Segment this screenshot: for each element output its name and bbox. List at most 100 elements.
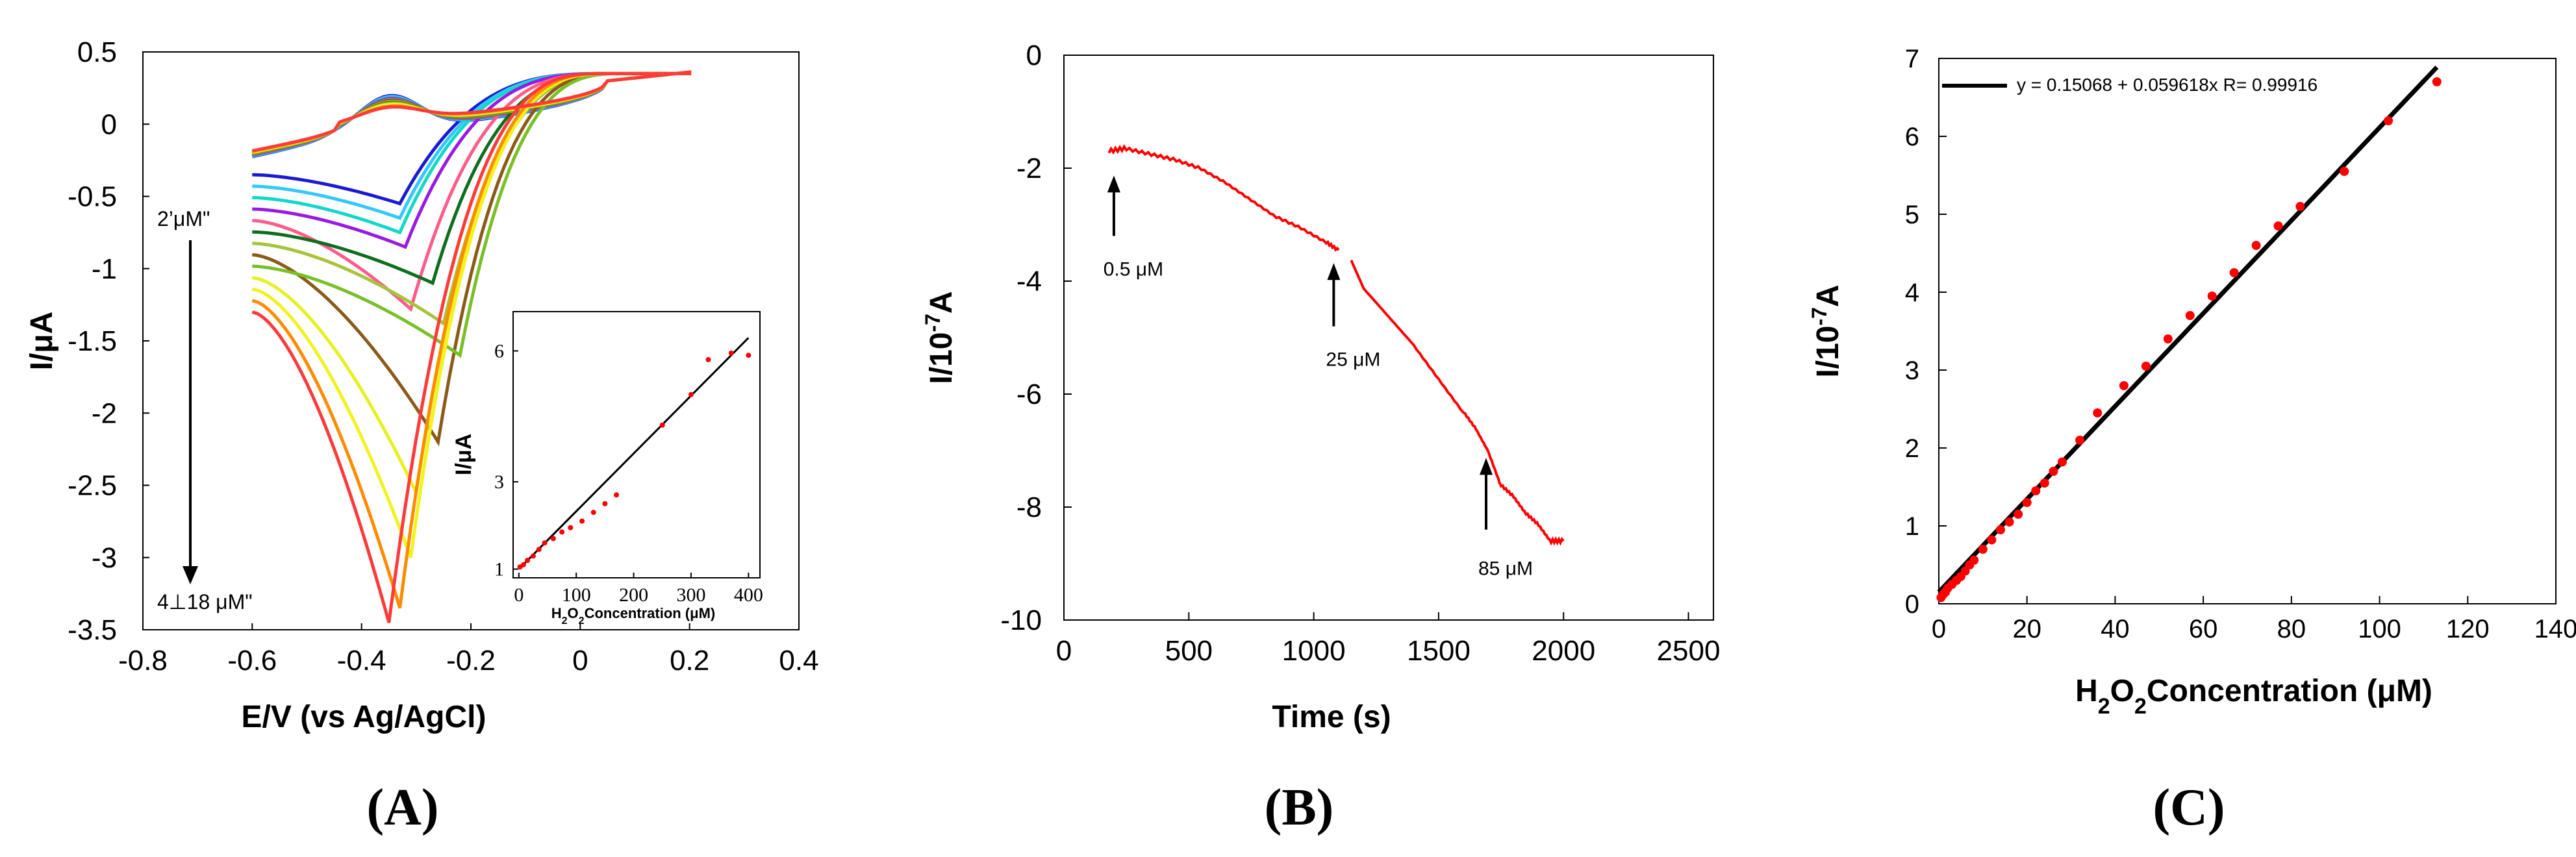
inset-data-point (568, 525, 574, 530)
panel-a-ytick-label: -0.5 (68, 181, 117, 213)
panel-c-equation: y = 0.15068 + 0.059618x R= 0.99916 (2017, 75, 2317, 95)
panel-c-xtick-label: 0 (1932, 615, 1946, 643)
panel-c-data-point (2039, 478, 2049, 488)
panel-b-xtick-label: 2500 (1657, 635, 1721, 667)
panel-b-annotation-label: 85 μM (1478, 558, 1533, 579)
panel-c-data-point (2004, 517, 2014, 527)
panel-c-data-point (2185, 311, 2195, 320)
panel-c-data-point (2119, 381, 2128, 390)
panel-c-ytick-label: 3 (1905, 356, 1919, 385)
panel-c-data-point (1987, 535, 1997, 545)
panel-a-xtick-label: -0.2 (446, 645, 496, 677)
panel-a-cv-curve (251, 70, 692, 286)
panel-a-xtick-label: -0.6 (227, 645, 277, 677)
panel-c-ytick-label: 5 (1905, 201, 1919, 229)
panel-b-xtick-label: 1000 (1282, 635, 1346, 667)
panel-c-xlabel: H2O2Concentration (μM) (2075, 674, 2432, 719)
panel-b-label: (B) (1265, 779, 1334, 836)
panel-c-xtick-label: 120 (2446, 615, 2490, 643)
panel-c-data-point (2340, 167, 2349, 176)
panel-c-xtick-label: 100 (2358, 615, 2401, 643)
panel-c-data-point (2251, 241, 2261, 250)
inset-xtick-label: 100 (562, 584, 591, 606)
panel-c-ylabel: I/10-7A (1808, 284, 1845, 377)
panel-c-data-point (2141, 362, 2151, 371)
panel-a-ytick-label: -2 (92, 397, 117, 429)
inset-data-point (602, 501, 608, 506)
inset-data-point (559, 529, 565, 535)
inset-data-point (590, 510, 596, 515)
panel-a-ytick-label: -2.5 (68, 470, 117, 502)
inset-data-point (536, 547, 542, 553)
panel-a-annotation-bottom: 4⊥18 μM" (157, 590, 253, 614)
inset-xtick-label: 300 (676, 584, 705, 606)
panel-b-ylabel: I/10-7A (921, 291, 959, 384)
panel-c-data-point (2022, 498, 2032, 507)
panel-b-ytick-label: 0 (1026, 40, 1042, 71)
panel-b-xtick-label: 500 (1165, 635, 1213, 667)
panel-c-data-point (2163, 334, 2173, 343)
panel-c-xtick-label: 40 (2101, 615, 2130, 643)
panel-c-data-point (2229, 268, 2239, 277)
panel-b-frame (1063, 55, 1714, 621)
panel-a-arrowhead (183, 566, 198, 584)
panel-a-ytick-label: -1.5 (68, 325, 117, 357)
panel-a-ylabel: I/μA (25, 312, 59, 371)
panel-a-label: (A) (366, 779, 438, 836)
panel-c-ytick-label: 0 (1905, 590, 1919, 619)
panel-c-frame (1938, 58, 2557, 604)
panel-a-xtick-label: -0.8 (118, 645, 168, 677)
panel-b-arrowhead (1327, 263, 1341, 280)
panel-b-annotation-label: 25 μM (1326, 349, 1380, 371)
panel-a-ytick-label: 0 (101, 108, 117, 140)
inset-data-point (530, 553, 536, 559)
inset-data-point (705, 356, 711, 362)
panel-c-data-point (2049, 467, 2058, 476)
inset-xtick-label: 400 (734, 584, 763, 606)
inset-xtick-label: 200 (619, 584, 648, 606)
panel-c-data-point (2295, 202, 2305, 211)
inset-ytick-label: 6 (494, 340, 504, 362)
panel-c-data-point (2075, 436, 2085, 445)
panel-b-ytick-label: -2 (1017, 153, 1042, 184)
panel-a-xtick-label: 0.2 (670, 645, 709, 677)
panel-c-data-point (2014, 510, 2023, 519)
panel-b-arrowhead (1107, 175, 1120, 193)
panel-c-ytick-label: 2 (1905, 434, 1919, 463)
inset-data-point (746, 353, 751, 358)
panel-c-data-point (2273, 221, 2283, 230)
inset-xlabel: H2O2Concentration (μM) (551, 605, 716, 627)
panel-b-ytick-label: -6 (1017, 379, 1042, 410)
panel-c-label: (C) (2153, 779, 2225, 836)
panel-c-data-point (2093, 408, 2102, 417)
panel-a-xtick-label: 0 (572, 645, 588, 677)
inset-data-point (525, 558, 531, 564)
panel-a-ytick-label: -1 (92, 253, 117, 285)
inset-data-point (688, 391, 694, 397)
panel-c-ytick-label: 4 (1905, 279, 1919, 307)
panel-c-data-point (2432, 77, 2442, 86)
panel-c-data-point (2031, 486, 2041, 495)
panel-c-xtick-label: 140 (2534, 615, 2576, 643)
panel-a-ytick-label: -3.5 (68, 614, 117, 646)
panel-a-cv-curve (251, 70, 692, 220)
inset-data-point (542, 540, 548, 546)
inset-data-point (550, 536, 556, 541)
inset-fit-line (518, 337, 750, 570)
panel-a-xlabel: E/V (vs Ag/AgCl) (242, 700, 486, 734)
panel-c-ytick-label: 6 (1905, 123, 1919, 151)
panel-b-current-trace (1107, 143, 1340, 252)
panel-c-ytick-label: 1 (1905, 512, 1919, 541)
panel-c-data-point (2384, 116, 2393, 125)
panel-c-data-point (1969, 555, 1979, 565)
panel-c-fit-line (1937, 66, 2439, 594)
panel-c-ytick-label: 7 (1905, 45, 1919, 73)
panel-b-xtick-label: 0 (1056, 635, 1072, 667)
panel-a-cv-curve (251, 70, 692, 623)
panel-c-xtick-label: 20 (2012, 615, 2041, 643)
inset-xtick-label: 0 (514, 584, 524, 606)
panel-b-xtick-label: 2000 (1532, 635, 1595, 667)
panel-b-ytick-label: -4 (1017, 266, 1042, 297)
inset-data-point (520, 562, 526, 567)
